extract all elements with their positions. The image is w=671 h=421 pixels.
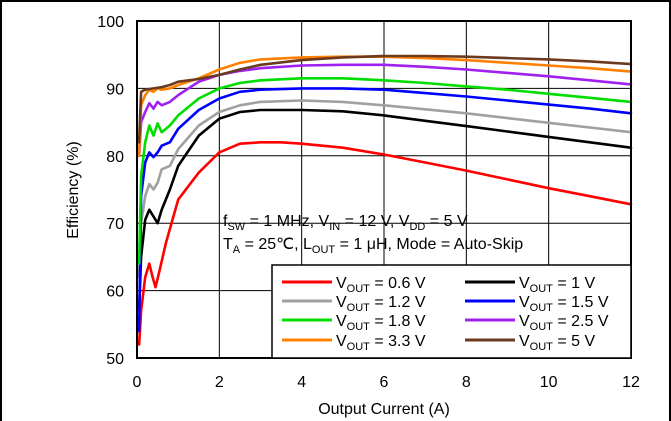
frame-top-border xyxy=(0,0,671,2)
legend-label-5: VOUT = 2.5 V xyxy=(519,313,609,333)
y-tick-label-4: 90 xyxy=(106,81,124,98)
legend-label-4: VOUT = 1.8 V xyxy=(336,313,426,333)
y-tick-label-5: 100 xyxy=(97,14,124,31)
annotation-line-1: fSW = 1 MHz, VIN = 12 V, VDD = 5 V xyxy=(223,213,468,233)
legend-label-6: VOUT = 3.3 V xyxy=(336,333,426,353)
series-line-1 xyxy=(137,108,633,313)
legend-label-7: VOUT = 5 V xyxy=(519,333,595,353)
series-line-0 xyxy=(137,141,633,346)
annotation-line-2: TA = 25℃, LOUT = 1 μH, Mode = Auto-Skip xyxy=(223,236,523,256)
x-tick-label-2: 4 xyxy=(297,374,306,391)
x-tick-label-1: 2 xyxy=(215,374,224,391)
series-line-7 xyxy=(137,54,633,144)
y-tick-label-1: 60 xyxy=(106,284,124,301)
x-tick-label-0: 0 xyxy=(133,374,142,391)
legend-label-2: VOUT = 1.2 V xyxy=(336,294,426,314)
x-tick-label-3: 6 xyxy=(380,374,389,391)
series-line-6 xyxy=(137,55,633,158)
y-tick-label-2: 70 xyxy=(106,216,124,233)
y-tick-label-3: 80 xyxy=(106,149,124,166)
series-line-3 xyxy=(137,87,633,333)
series-line-4 xyxy=(137,77,633,265)
legend-label-1: VOUT = 1 V xyxy=(519,275,595,295)
legend-label-3: VOUT = 1.5 V xyxy=(519,294,609,314)
frame-right-border xyxy=(669,0,671,421)
legend-label-0: VOUT = 0.6 V xyxy=(336,275,426,295)
x-tick-label-6: 12 xyxy=(622,374,640,391)
series-line-2 xyxy=(137,99,633,279)
tick-labels: 0 2 4 6 8 10 12 50 60 70 80 90 100 xyxy=(97,14,640,391)
frame-left-border xyxy=(0,0,2,421)
series-layer xyxy=(137,54,633,346)
y-axis-label: Efficiency (%) xyxy=(65,141,82,239)
x-tick-label-5: 10 xyxy=(540,374,558,391)
x-axis-label: Output Current (A) xyxy=(318,401,450,418)
x-tick-label-4: 8 xyxy=(462,374,471,391)
y-tick-label-0: 50 xyxy=(106,351,124,368)
